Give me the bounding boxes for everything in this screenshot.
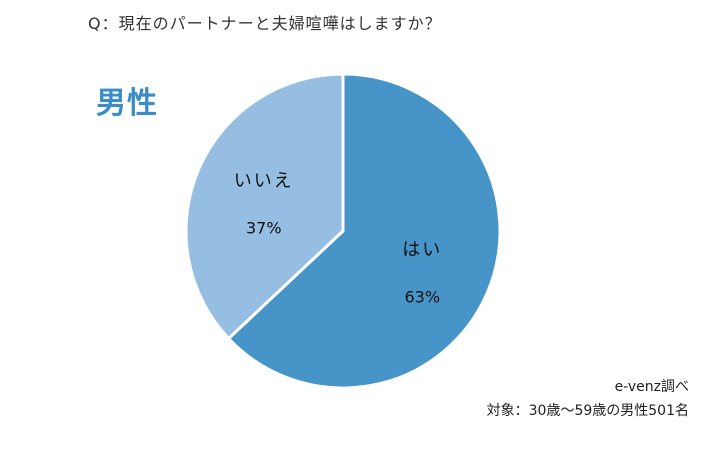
slice-yes: [227, 72, 502, 390]
slice-label-yes: はい: [402, 239, 442, 260]
slice-value-no: 37%: [246, 219, 282, 238]
pie-labels: はい 63% いいえ 37%: [234, 171, 442, 307]
slice-label-no: いいえ: [234, 171, 294, 192]
subject-note: 対象：30歳～59歳の男性501名: [486, 403, 689, 419]
chart-title: Q：現在のパートナーと夫婦喧嘩はしますか？: [88, 14, 442, 33]
gender-label: 男性: [96, 86, 158, 121]
slice-value-yes: 63%: [404, 287, 440, 306]
slice-no: [184, 72, 345, 340]
source-note: e-venz調べ: [614, 379, 689, 395]
pie-slices: [184, 72, 502, 390]
